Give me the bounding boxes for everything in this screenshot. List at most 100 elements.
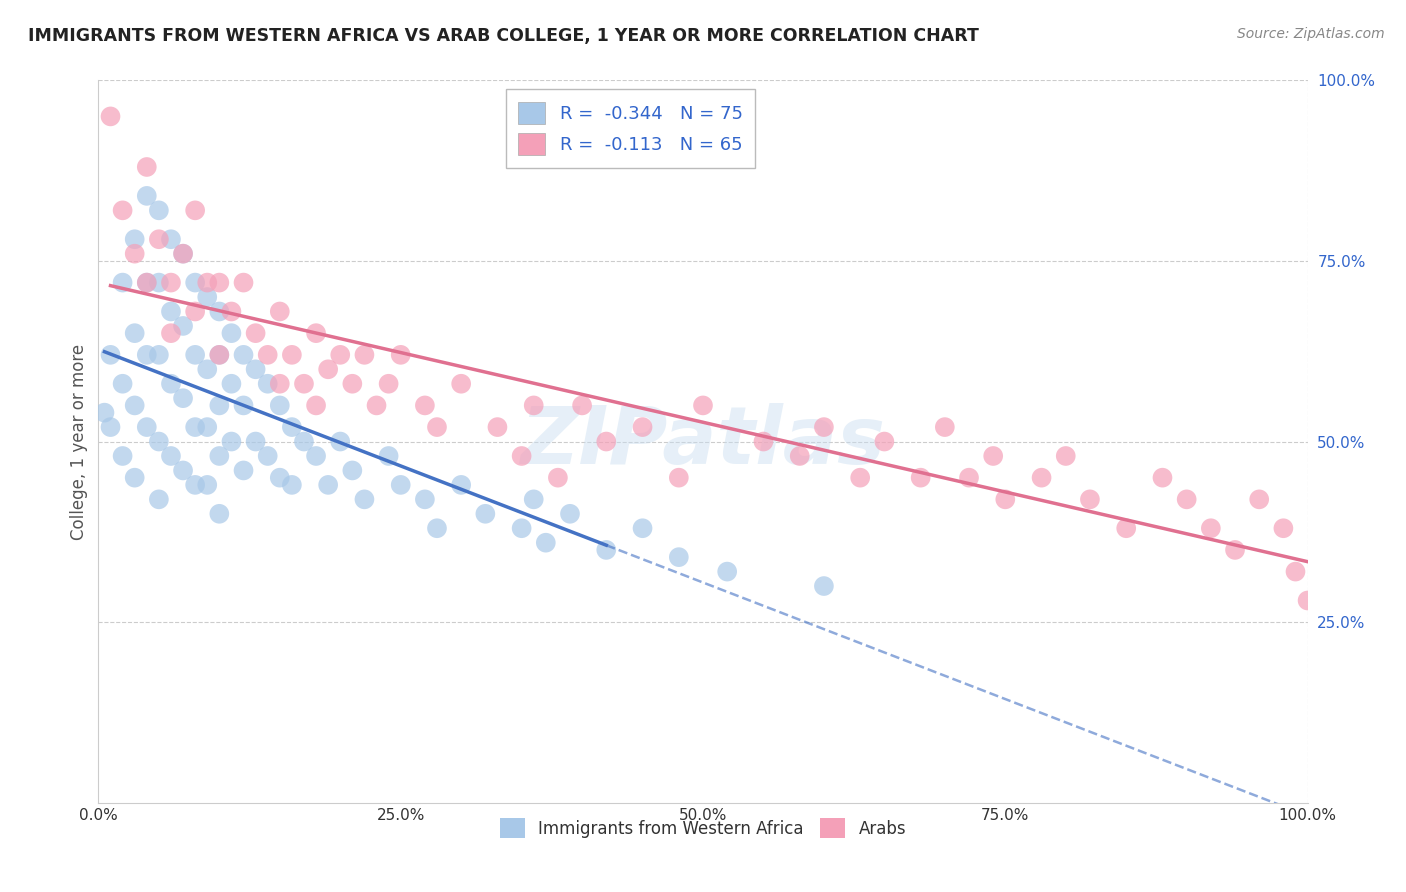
- Point: [148, 276, 170, 290]
- Point: [124, 326, 146, 340]
- Text: IMMIGRANTS FROM WESTERN AFRICA VS ARAB COLLEGE, 1 YEAR OR MORE CORRELATION CHART: IMMIGRANTS FROM WESTERN AFRICA VS ARAB C…: [28, 27, 979, 45]
- Point: [523, 492, 546, 507]
- Point: [195, 276, 218, 290]
- Point: [510, 449, 533, 463]
- Point: [389, 478, 412, 492]
- Point: [353, 492, 375, 507]
- Point: [269, 376, 291, 391]
- Point: [305, 398, 328, 412]
- Point: [195, 290, 218, 304]
- Point: [148, 203, 170, 218]
- Point: [377, 376, 399, 391]
- Point: [752, 434, 775, 449]
- Point: [93, 406, 115, 420]
- Point: [135, 276, 157, 290]
- Point: [595, 434, 617, 449]
- Y-axis label: College, 1 year or more: College, 1 year or more: [70, 343, 89, 540]
- Point: [100, 110, 122, 124]
- Point: [281, 420, 304, 434]
- Point: [1175, 492, 1198, 507]
- Point: [934, 420, 956, 434]
- Point: [160, 304, 183, 318]
- Point: [100, 420, 122, 434]
- Point: [342, 463, 364, 477]
- Point: [208, 449, 231, 463]
- Point: [305, 449, 328, 463]
- Point: [184, 304, 207, 318]
- Point: [208, 276, 231, 290]
- Point: [256, 449, 278, 463]
- Text: Source: ZipAtlas.com: Source: ZipAtlas.com: [1237, 27, 1385, 41]
- Point: [111, 203, 134, 218]
- Point: [1272, 521, 1295, 535]
- Point: [523, 398, 546, 412]
- Point: [316, 362, 339, 376]
- Text: ZIPatlas: ZIPatlas: [520, 402, 886, 481]
- Point: [208, 304, 231, 318]
- Point: [172, 318, 194, 333]
- Point: [281, 348, 304, 362]
- Point: [221, 376, 243, 391]
- Point: [366, 398, 388, 412]
- Point: [184, 420, 207, 434]
- Point: [184, 203, 207, 218]
- Point: [558, 507, 581, 521]
- Point: [353, 348, 375, 362]
- Point: [1152, 470, 1174, 484]
- Point: [135, 348, 157, 362]
- Point: [910, 470, 932, 484]
- Point: [160, 326, 183, 340]
- Point: [148, 434, 170, 449]
- Point: [292, 434, 315, 449]
- Point: [426, 420, 449, 434]
- Point: [413, 398, 436, 412]
- Point: [221, 304, 243, 318]
- Point: [184, 348, 207, 362]
- Point: [269, 398, 291, 412]
- Point: [172, 463, 194, 477]
- Point: [426, 521, 449, 535]
- Point: [245, 326, 267, 340]
- Point: [450, 478, 472, 492]
- Point: [547, 470, 569, 484]
- Point: [1078, 492, 1101, 507]
- Point: [1199, 521, 1222, 535]
- Point: [232, 398, 254, 412]
- Point: [172, 391, 194, 405]
- Point: [316, 478, 339, 492]
- Point: [111, 376, 134, 391]
- Point: [1031, 470, 1053, 484]
- Point: [135, 420, 157, 434]
- Point: [813, 579, 835, 593]
- Point: [184, 276, 207, 290]
- Point: [450, 376, 472, 391]
- Point: [172, 246, 194, 260]
- Point: [813, 420, 835, 434]
- Point: [124, 232, 146, 246]
- Point: [160, 232, 183, 246]
- Point: [172, 246, 194, 260]
- Point: [208, 348, 231, 362]
- Point: [148, 348, 170, 362]
- Point: [135, 276, 157, 290]
- Point: [377, 449, 399, 463]
- Point: [195, 420, 218, 434]
- Point: [124, 470, 146, 484]
- Point: [111, 449, 134, 463]
- Point: [100, 348, 122, 362]
- Point: [148, 232, 170, 246]
- Point: [135, 160, 157, 174]
- Point: [245, 434, 267, 449]
- Point: [160, 449, 183, 463]
- Point: [1296, 593, 1319, 607]
- Point: [184, 478, 207, 492]
- Point: [269, 470, 291, 484]
- Point: [413, 492, 436, 507]
- Point: [1284, 565, 1306, 579]
- Point: [981, 449, 1004, 463]
- Point: [1054, 449, 1077, 463]
- Point: [208, 398, 231, 412]
- Point: [269, 304, 291, 318]
- Point: [329, 348, 352, 362]
- Point: [232, 276, 254, 290]
